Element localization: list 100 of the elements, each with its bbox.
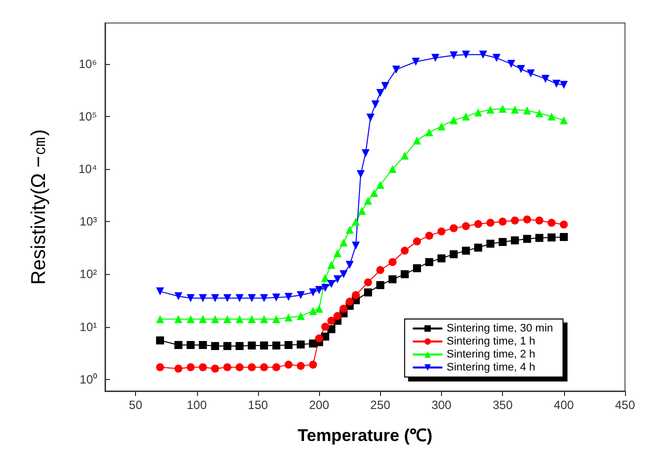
point	[174, 340, 182, 349]
point	[479, 50, 488, 59]
point	[284, 292, 293, 301]
point	[223, 315, 232, 324]
point	[560, 80, 568, 89]
point	[492, 54, 501, 62]
point	[498, 218, 507, 226]
x-tick-label: 50	[128, 398, 143, 412]
point	[388, 275, 397, 284]
point	[425, 258, 434, 266]
point	[510, 216, 519, 225]
point	[211, 315, 220, 324]
point	[552, 80, 560, 88]
point	[284, 360, 293, 369]
point	[358, 206, 366, 215]
point	[370, 189, 378, 198]
point	[548, 233, 556, 242]
legend-label: Sintering time, 2 h	[446, 348, 536, 360]
point	[309, 360, 317, 369]
point	[364, 278, 372, 286]
x-tick-label: 300	[431, 398, 452, 412]
point	[366, 114, 374, 122]
point	[412, 136, 421, 144]
point	[352, 242, 360, 250]
point	[223, 363, 232, 372]
point	[296, 340, 305, 348]
point	[211, 294, 220, 302]
point	[486, 106, 494, 114]
point	[523, 215, 532, 224]
point	[198, 315, 207, 324]
point	[352, 291, 360, 300]
point	[535, 216, 544, 225]
point	[450, 224, 458, 232]
point	[327, 260, 336, 269]
point	[223, 294, 232, 302]
x-tick-label: 400	[554, 398, 574, 412]
point	[450, 116, 458, 124]
y-tick-label: 10⁵	[78, 109, 98, 124]
point	[381, 82, 390, 90]
point	[248, 294, 256, 302]
point	[462, 246, 470, 255]
x-tick-label: 200	[309, 398, 330, 412]
point	[236, 294, 244, 302]
point	[364, 196, 372, 205]
point	[284, 340, 293, 349]
point	[400, 270, 409, 278]
point	[236, 315, 244, 324]
point	[327, 280, 336, 288]
point	[371, 100, 380, 108]
point	[260, 294, 268, 302]
point	[352, 218, 360, 226]
point	[541, 74, 550, 83]
point	[272, 342, 280, 350]
point	[156, 315, 164, 324]
x-tick-label: 150	[248, 398, 268, 412]
point	[560, 116, 568, 124]
point	[535, 109, 544, 118]
point	[174, 292, 182, 300]
y-tick-label: 10⁴	[78, 162, 97, 176]
point	[211, 342, 220, 350]
point	[462, 222, 470, 230]
point	[186, 294, 195, 302]
point	[174, 364, 182, 373]
point	[474, 220, 482, 228]
point	[340, 304, 348, 313]
point	[535, 234, 544, 242]
point	[392, 66, 400, 74]
point	[412, 58, 420, 66]
x-tick-label: 100	[186, 398, 208, 412]
point	[364, 288, 372, 296]
point	[516, 65, 525, 74]
point	[321, 274, 330, 282]
point	[308, 288, 317, 296]
point	[308, 306, 317, 315]
point	[156, 336, 164, 344]
point	[260, 363, 268, 372]
point	[450, 250, 458, 258]
point	[198, 363, 207, 372]
point	[376, 266, 384, 274]
point	[388, 165, 397, 174]
point	[498, 238, 507, 246]
point	[260, 342, 268, 350]
point	[400, 246, 409, 255]
point	[321, 322, 330, 331]
point	[431, 54, 440, 62]
point	[174, 315, 182, 324]
point	[510, 106, 519, 114]
point	[296, 362, 305, 370]
point	[272, 294, 280, 302]
point	[346, 260, 354, 269]
x-tick-label: 350	[492, 398, 513, 412]
point	[376, 180, 384, 189]
point	[236, 342, 244, 350]
point	[376, 281, 384, 290]
point	[315, 334, 324, 342]
point	[315, 286, 324, 294]
y-tick-label: 10¹	[80, 320, 98, 334]
point	[437, 254, 446, 262]
x-tick-label: 250	[370, 398, 391, 412]
point	[296, 291, 305, 300]
